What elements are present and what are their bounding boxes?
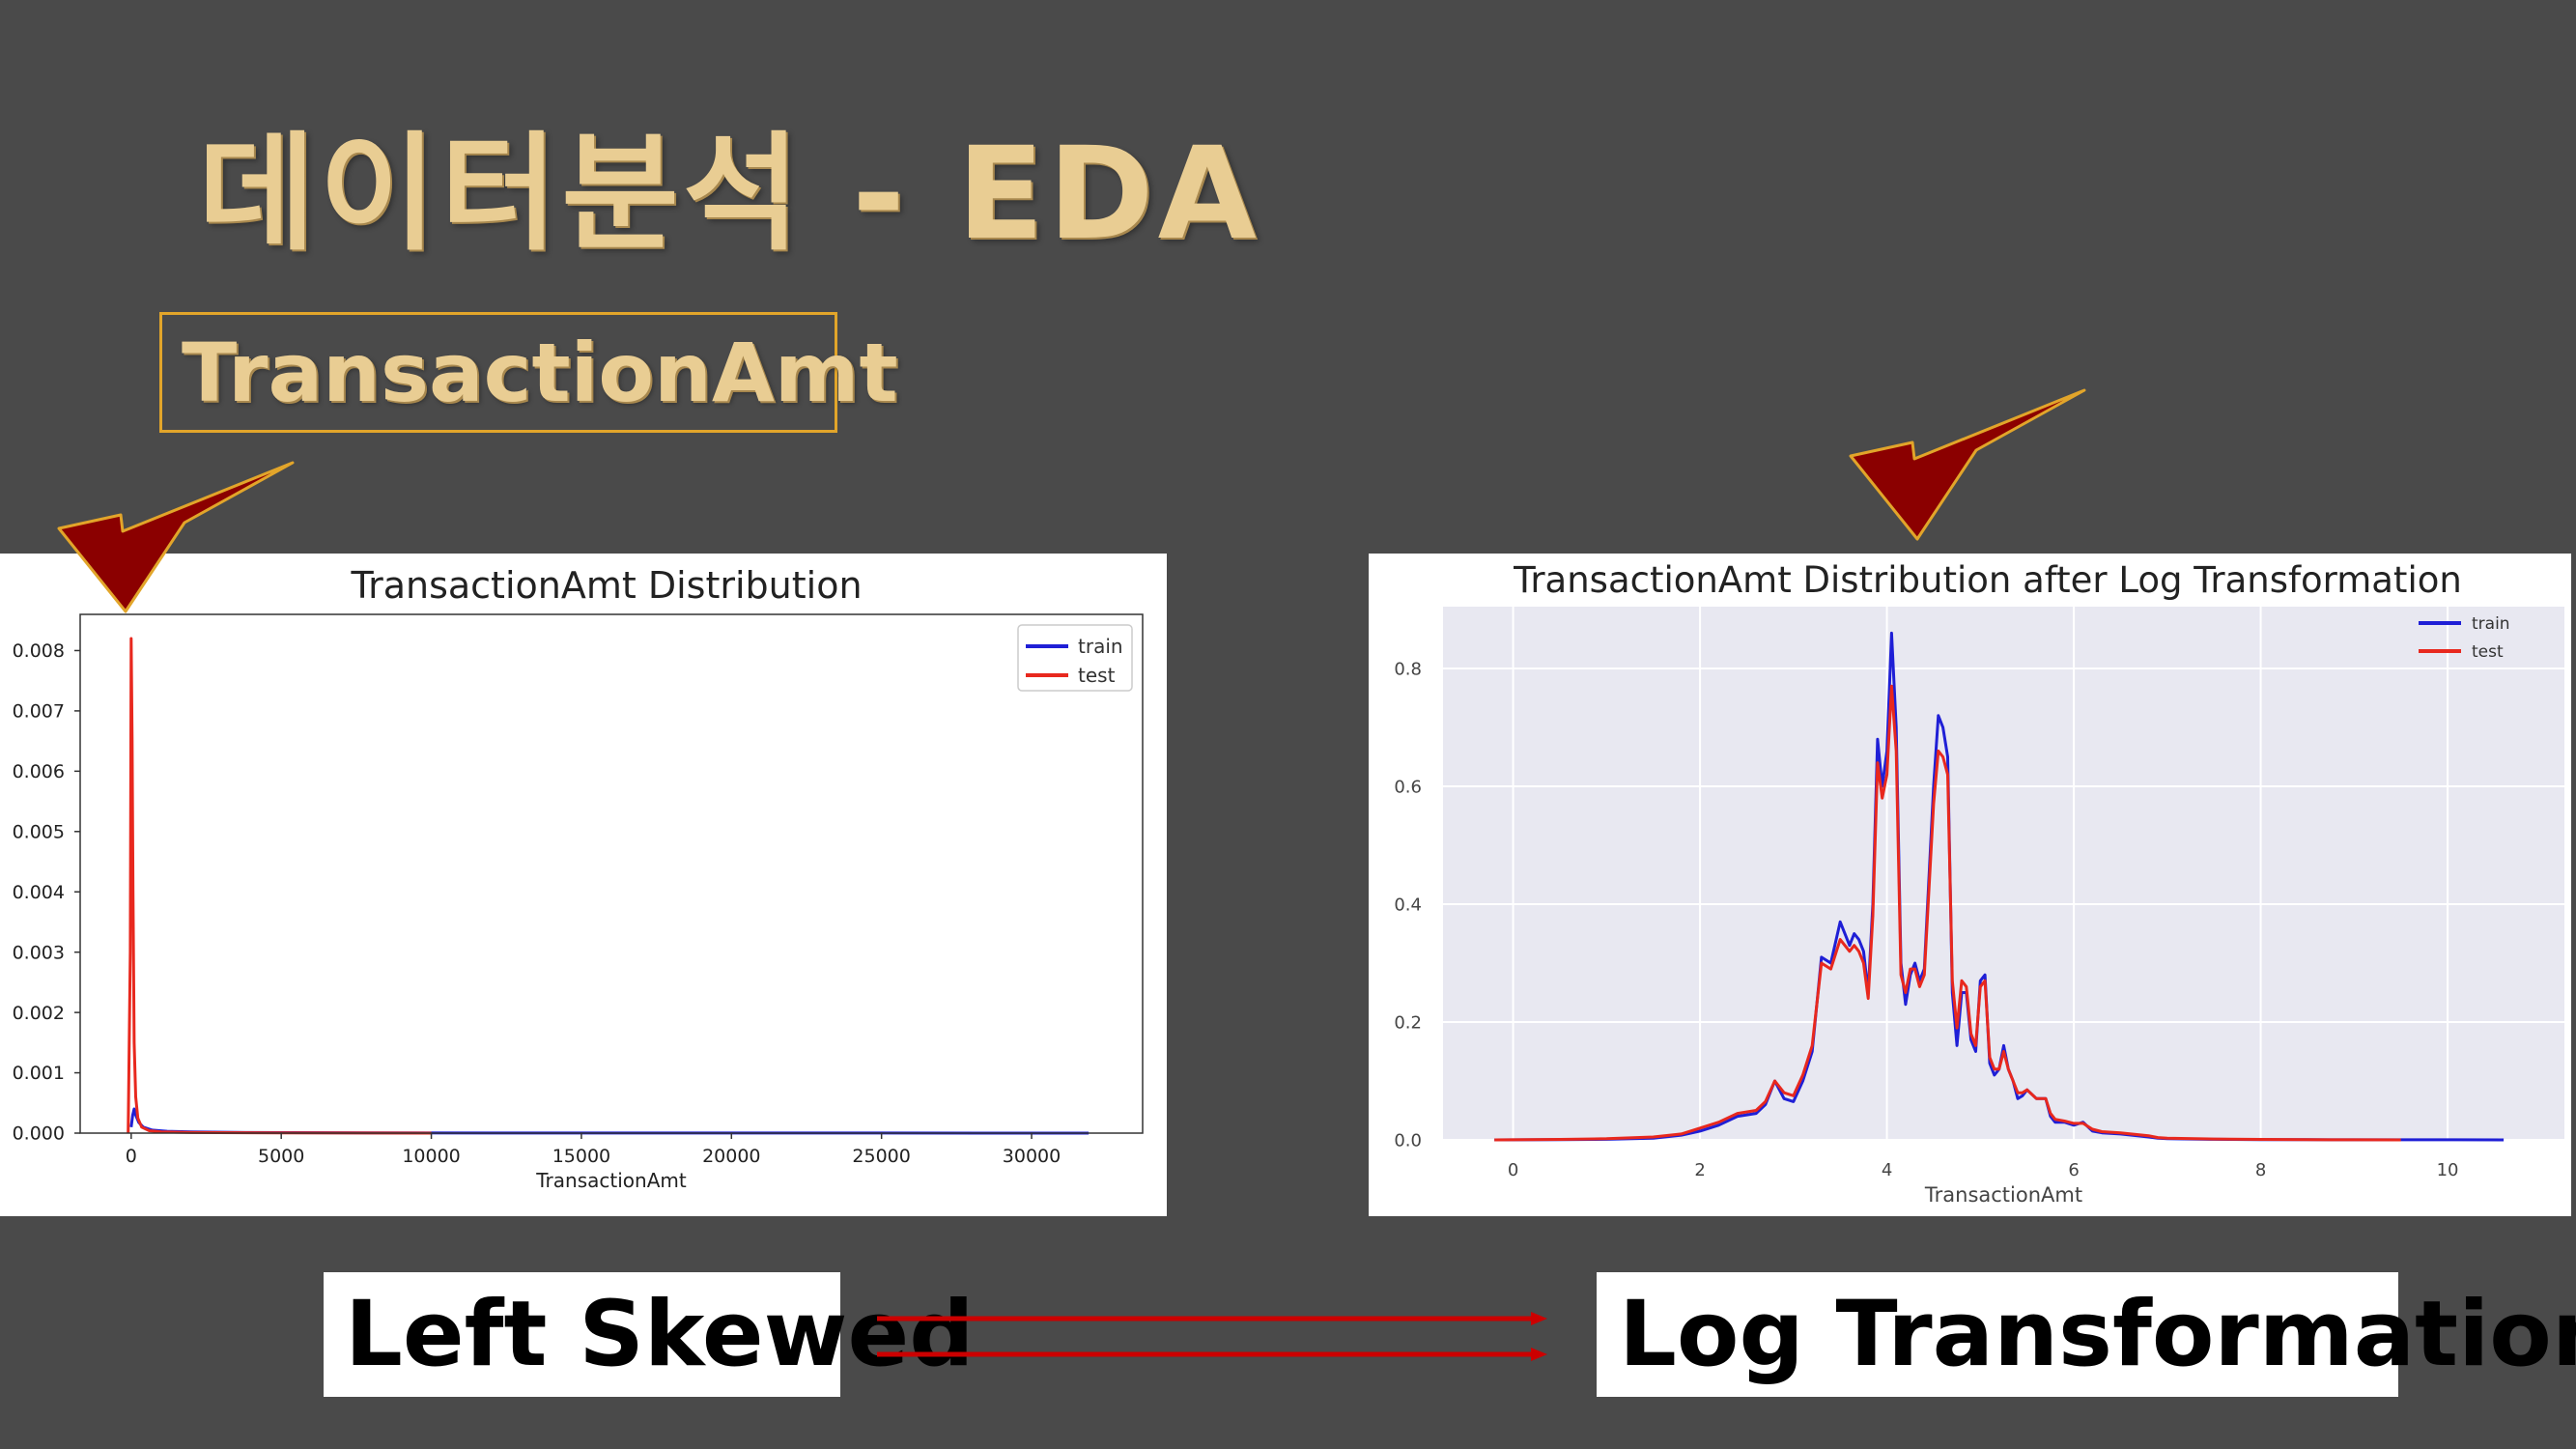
chart-log-svg: 0 2 4 6 8 10 0.0 0.2 0.4 0.6 0.8 TransactionAmt Dis… xyxy=(1394,559,2564,1207)
x-tick-label: 30000 xyxy=(1003,1146,1061,1167)
plot-frame xyxy=(79,613,1144,1134)
log-transformation-label: Log Transformation xyxy=(1619,1282,2576,1387)
x-tick-label: 10 xyxy=(2437,1160,2459,1180)
chart-raw-svg: 0 5000 10000 15000 20000 25000 30000 0.000 0.001… xyxy=(13,564,1144,1192)
x-tick-label: 0 xyxy=(1508,1160,1518,1180)
chart-title: TransactionAmt Distribution after Log Tr… xyxy=(1513,559,2462,601)
legend-label-train: train xyxy=(1078,635,1123,658)
y-tick-label: 0.0 xyxy=(1394,1130,1422,1151)
x-tick-label: 8 xyxy=(2255,1160,2266,1180)
x-tick-label: 15000 xyxy=(552,1146,610,1167)
x-tick-label: 20000 xyxy=(702,1146,760,1167)
plot-area xyxy=(1443,607,2564,1140)
slide-title: 데이터분석 - EDA xyxy=(198,120,1260,269)
left-skewed-label-box: Left Skewed xyxy=(324,1272,975,1397)
y-tick-label: 0.6 xyxy=(1394,777,1422,797)
x-tick-label: 10000 xyxy=(402,1146,460,1167)
series-line-test xyxy=(1494,684,2401,1142)
log-transformation-label-box: Log Transformation xyxy=(1597,1272,2576,1397)
x-tick-label: 4 xyxy=(1882,1160,1892,1180)
y-tick-label: 0.003 xyxy=(13,942,65,963)
x-axis-label: TransactionAmt xyxy=(1924,1183,2082,1207)
x-tick-label: 2 xyxy=(1694,1160,1705,1180)
left-skewed-label: Left Skewed xyxy=(345,1282,975,1387)
x-axis-label: TransactionAmt xyxy=(535,1169,687,1192)
chart-title: TransactionAmt Distribution xyxy=(350,564,862,607)
chart-log-distribution: 0 2 4 6 8 10 0.0 0.2 0.4 0.6 0.8 TransactionAmt Dis… xyxy=(1369,554,2571,1216)
y-tick-label: 0.007 xyxy=(13,701,65,723)
arrow-icons xyxy=(877,1312,1547,1361)
x-tick-label: 5000 xyxy=(258,1146,304,1167)
y-tick-label: 0.008 xyxy=(13,640,65,662)
series-line-test xyxy=(127,637,432,1135)
x-tick-label: 6 xyxy=(2068,1160,2079,1180)
x-tick-label: 25000 xyxy=(852,1146,910,1167)
slide-subtitle: TransactionAmt xyxy=(182,326,898,420)
y-tick-label: 0.8 xyxy=(1394,659,1422,679)
y-tick-label: 0.006 xyxy=(13,761,65,782)
legend-label-train: train xyxy=(2472,614,2510,634)
y-tick-label: 0.002 xyxy=(13,1003,65,1024)
legend-label-test: test xyxy=(1078,664,1116,687)
y-tick-label: 0.4 xyxy=(1394,895,1422,915)
x-tick-label: 0 xyxy=(126,1146,137,1167)
y-tick-label: 0.005 xyxy=(13,821,65,842)
chart-raw-distribution: 0 5000 10000 15000 20000 25000 30000 0.000 0.001… xyxy=(0,554,1167,1216)
series-line-train xyxy=(129,1107,1090,1135)
checkmark-icon-left xyxy=(57,461,295,613)
checkmark-icon-right xyxy=(1849,388,2086,541)
y-tick-label: 0.004 xyxy=(13,882,65,903)
subtitle-box: TransactionAmt xyxy=(159,312,898,433)
y-tick-label: 0.2 xyxy=(1394,1012,1422,1033)
y-tick-label: 0.000 xyxy=(13,1123,65,1145)
y-tick-label: 0.001 xyxy=(13,1063,65,1084)
legend-label-test: test xyxy=(2472,642,2504,662)
